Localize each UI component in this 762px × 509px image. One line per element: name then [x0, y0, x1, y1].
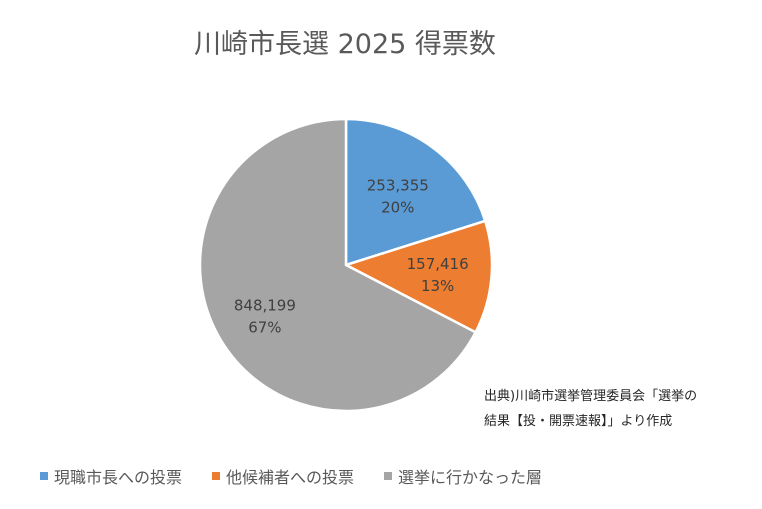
legend-swatch-non-voters [384, 472, 393, 480]
legend-label-other-candidates: 他候補者への投票 [226, 468, 355, 487]
value-label-incumbent: 253,355 [367, 176, 429, 194]
source-note-line-2: 結果【投・開票速報】」より作成 [484, 414, 673, 429]
legend-swatch-other-candidates [212, 472, 221, 480]
pie-slice-incumbent [344, 117, 487, 267]
percent-label-other-candidates: 13% [421, 277, 454, 295]
pie-slice-non-voters [198, 117, 478, 413]
legend-label-non-voters: 選挙に行かなった層 [398, 468, 543, 487]
legend-item-non-voters: 選挙に行かなった層 [384, 464, 542, 488]
legend-item-other-candidates: 他候補者への投票 [212, 464, 354, 488]
value-label-non-voters: 848,199 [234, 296, 296, 314]
value-label-other-candidates: 157,416 [407, 255, 469, 273]
source-note-line-1: 出典)川崎市選挙管理委員会「選挙の [484, 389, 698, 404]
source-note: 出典)川崎市選挙管理委員会「選挙の 結果【投・開票速報】」より作成 [484, 384, 754, 434]
percent-label-incumbent: 20% [381, 198, 414, 216]
legend: 現職市長への投票 他候補者への投票 選挙に行かなった層 [40, 464, 542, 488]
percent-label-non-voters: 67% [248, 318, 281, 336]
legend-item-incumbent: 現職市長への投票 [40, 464, 182, 488]
pie-slice-other-candidates [342, 219, 494, 335]
legend-label-incumbent: 現職市長への投票 [54, 468, 183, 487]
legend-swatch-incumbent [40, 472, 48, 480]
chart-title: 川崎市長選 2025 得票数 [194, 29, 496, 60]
